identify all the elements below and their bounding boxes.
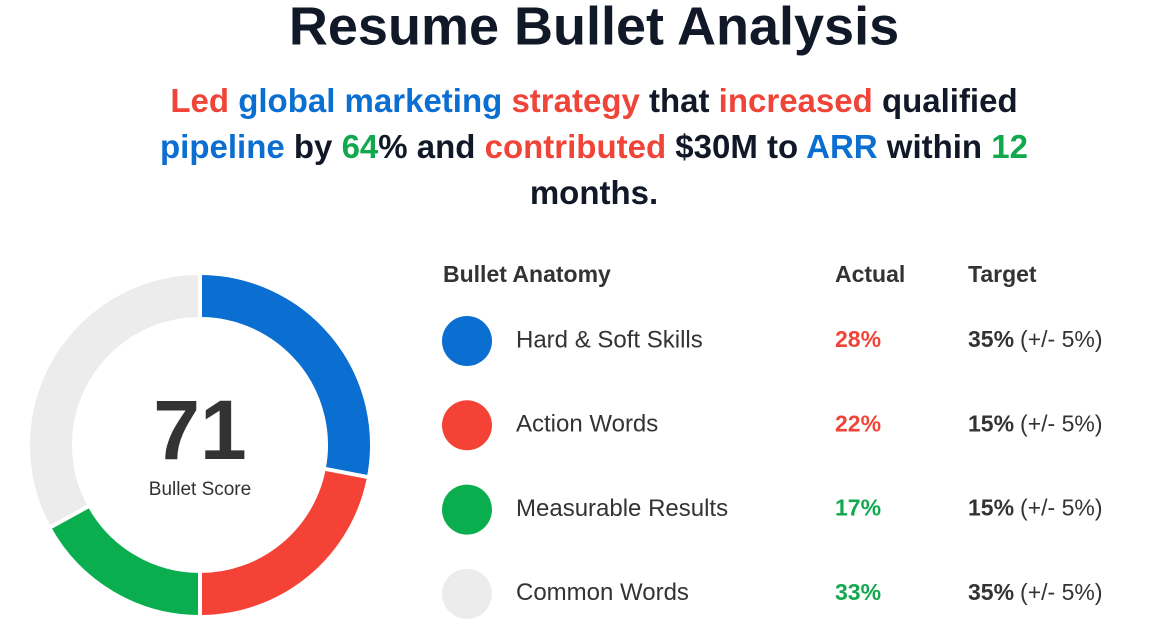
bullet-segment: by: [294, 128, 342, 165]
column-header: Bullet Anatomy: [443, 261, 611, 287]
bullet-segment: $30M to: [675, 128, 806, 165]
score: 71: [153, 383, 246, 477]
bullet-segment: pipeline: [160, 128, 294, 165]
donut-segment: [199, 275, 370, 477]
column-header: Actual: [835, 261, 905, 287]
target: 15% (+/- 5%): [968, 410, 1102, 436]
target-tolerance: (+/- 5%): [1020, 326, 1102, 352]
bullet-segment: months.: [530, 174, 658, 211]
bullet-segment: ARR: [806, 128, 887, 165]
score-label: Bullet Score: [149, 479, 251, 500]
target-value: 15%: [968, 410, 1014, 436]
row-name: Measurable Results: [516, 495, 728, 522]
bullet-segment: global marketing: [238, 82, 511, 119]
bullet-segment: that: [649, 82, 719, 119]
actual-value: 33%: [835, 579, 881, 605]
target-value: 15%: [968, 495, 1014, 521]
actual-value: 17%: [835, 495, 881, 521]
actual-value: 28%: [835, 326, 881, 352]
donut-segment: [30, 275, 201, 527]
donut-gap: [322, 466, 371, 480]
swatch: [442, 484, 492, 535]
bullet-line: Led global marketing strategy that incre…: [170, 82, 1017, 119]
row-name: Common Words: [516, 579, 689, 606]
bullet-line: pipeline by 64% and contributed $30M to …: [160, 128, 1028, 165]
target: 15% (+/- 5%): [968, 495, 1102, 521]
target-tolerance: (+/- 5%): [1020, 495, 1102, 521]
target: 35% (+/- 5%): [968, 579, 1102, 605]
donut-segment: [199, 468, 367, 615]
bullet-segment: increased: [719, 82, 882, 119]
target-tolerance: (+/- 5%): [1020, 410, 1102, 436]
donut-segment: [51, 506, 201, 615]
actual-value: 22%: [835, 410, 881, 436]
bullet-segment: 12: [991, 128, 1028, 165]
column-header: Target: [968, 261, 1037, 287]
row-name: Action Words: [516, 411, 658, 438]
donut-gap: [47, 503, 92, 531]
row-name: Hard & Soft Skills: [516, 326, 703, 353]
swatch: [442, 568, 492, 619]
target-tolerance: (+/- 5%): [1020, 579, 1102, 605]
bullet-segment: contributed: [485, 128, 676, 165]
bullet-segment: % and: [378, 128, 484, 165]
title: Resume Bullet Analysis: [289, 0, 899, 56]
swatch: [442, 400, 492, 451]
target: 35% (+/- 5%): [968, 326, 1102, 352]
bullet-line: months.: [530, 174, 658, 211]
swatch: [442, 316, 492, 366]
target-value: 35%: [968, 579, 1014, 605]
bullet-segment: 64: [342, 128, 379, 165]
target-value: 35%: [968, 326, 1014, 352]
bullet-segment: Led: [170, 82, 238, 119]
bullet-segment: qualified: [882, 82, 1018, 119]
bullet-segment: within: [886, 128, 991, 165]
bullet-segment: strategy: [511, 82, 649, 119]
